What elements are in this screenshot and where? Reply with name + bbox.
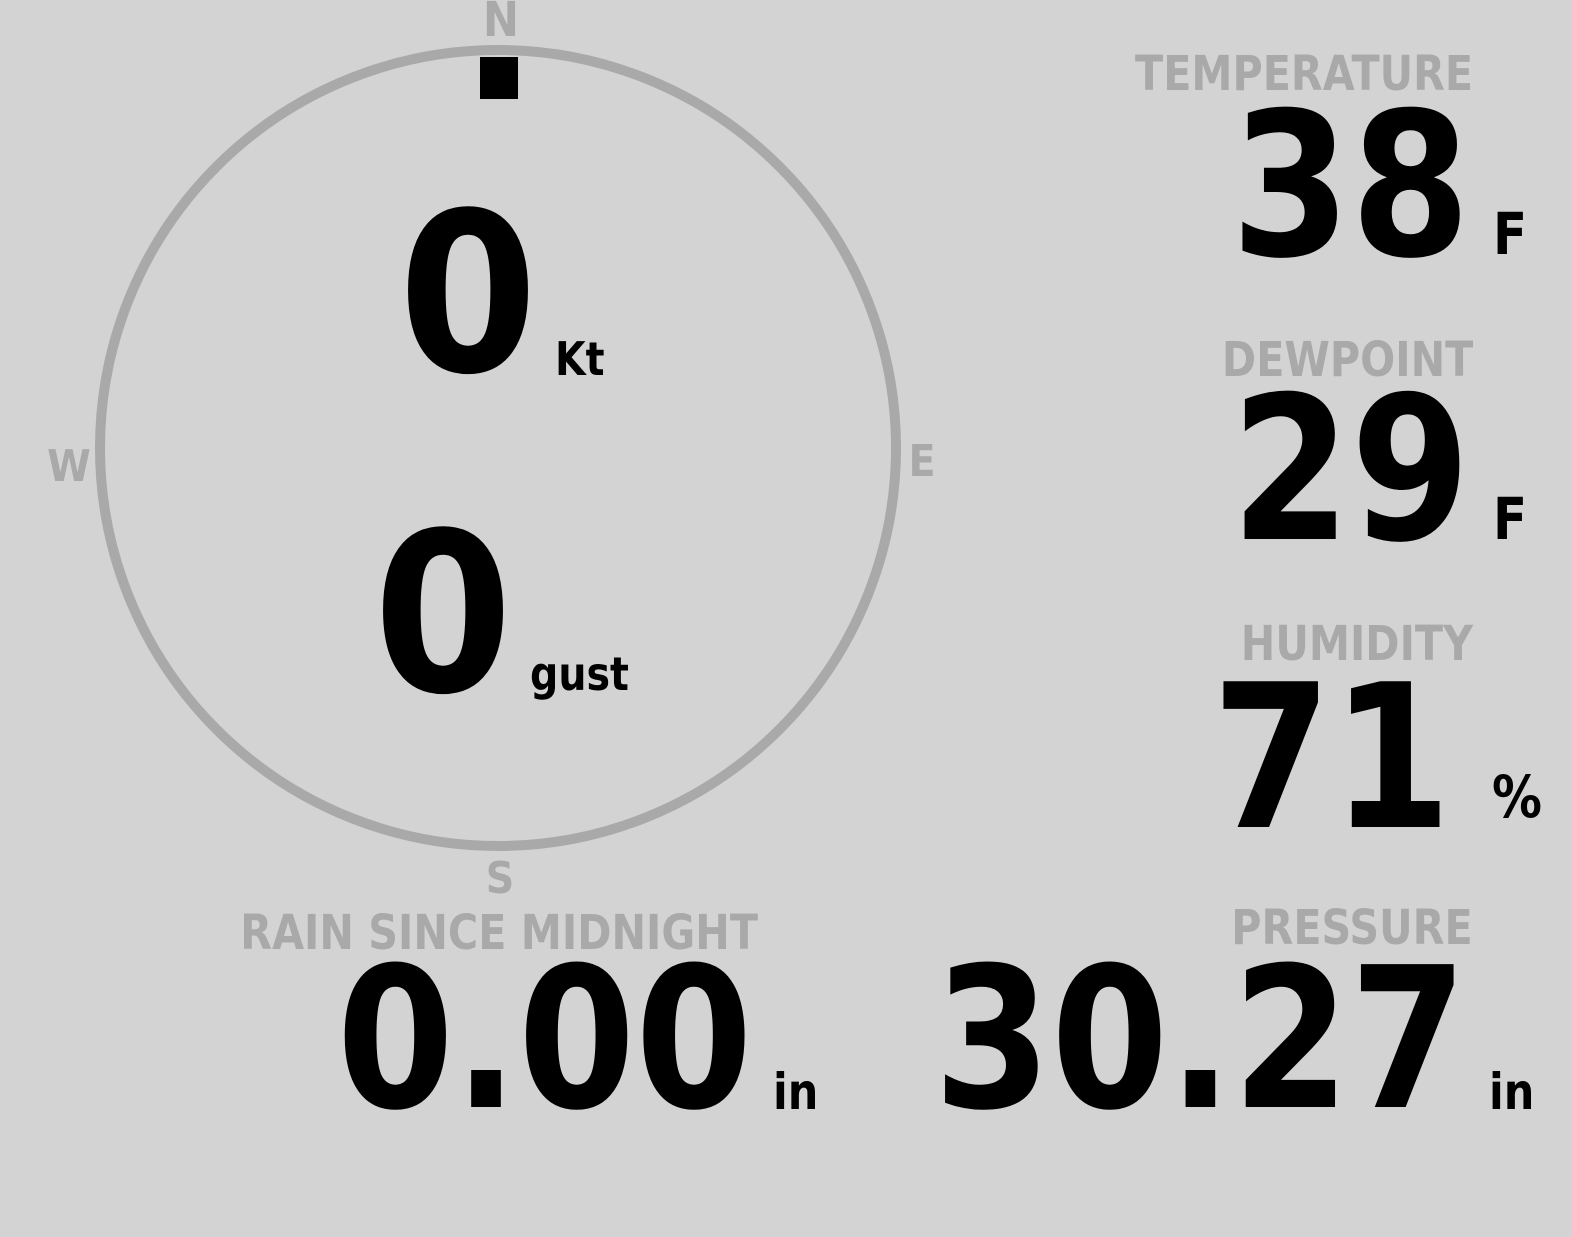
rain-label: RAIN SINCE MIDNIGHT — [240, 905, 758, 961]
compass-east-label: E — [908, 436, 936, 487]
rain-unit: in — [773, 1063, 819, 1121]
humidity-unit: % — [1492, 763, 1542, 831]
temperature-unit: F — [1493, 200, 1528, 268]
temperature-label: TEMPERATURE — [1134, 46, 1473, 102]
wind-gust-value: 0 — [373, 486, 513, 744]
wind-speed-unit: Kt — [555, 332, 605, 386]
compass-north-label: N — [482, 0, 520, 48]
dewpoint-label: DEWPOINT — [1221, 332, 1473, 388]
dewpoint-value: 29 — [1230, 354, 1470, 587]
wind-speed-value: 0 — [398, 166, 538, 424]
rain-value: 0.00 — [337, 926, 753, 1154]
temperature-value: 38 — [1230, 70, 1470, 303]
compass-south-label: S — [485, 853, 515, 904]
compass-west-label: W — [47, 441, 91, 492]
wind-direction-marker — [480, 57, 518, 99]
humidity-label: HUMIDITY — [1240, 616, 1473, 672]
pressure-value: 30.27 — [933, 926, 1467, 1154]
compass-ring — [95, 45, 901, 851]
pressure-unit: in — [1489, 1063, 1535, 1121]
wind-gust-unit: gust — [530, 647, 629, 701]
pressure-label: PRESSURE — [1231, 900, 1473, 956]
humidity-value: 71 — [1211, 642, 1451, 875]
dewpoint-unit: F — [1493, 485, 1528, 553]
